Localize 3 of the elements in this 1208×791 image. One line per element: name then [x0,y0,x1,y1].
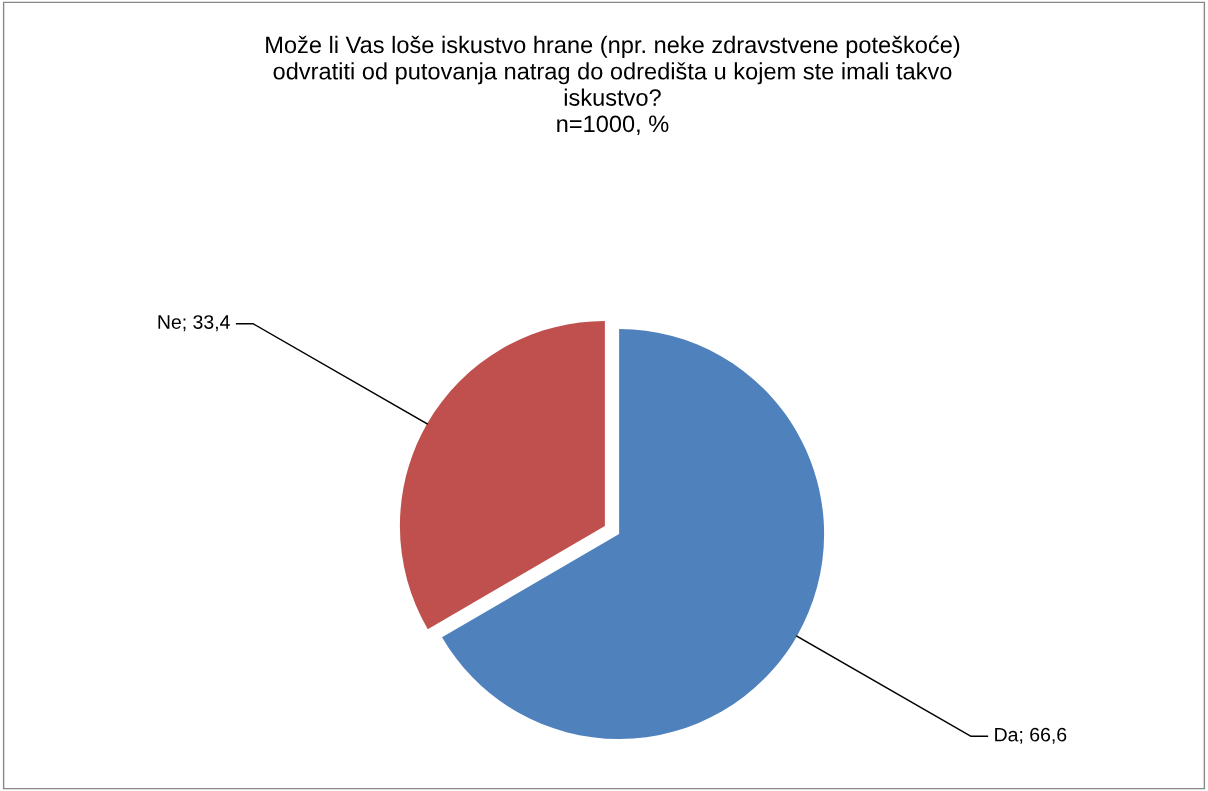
slice-label: Ne; 33,4 [158,315,230,332]
chart-title: Može li Vas loše iskustvo hrane (npr. neke zdravstvene poteškoće) odvratiti od putovanja natrag do odredišta u kojem ste imali takvo iskustvo? n=1000, % [266,35,960,135]
slice-label: Da; 66,6 [995,727,1067,744]
